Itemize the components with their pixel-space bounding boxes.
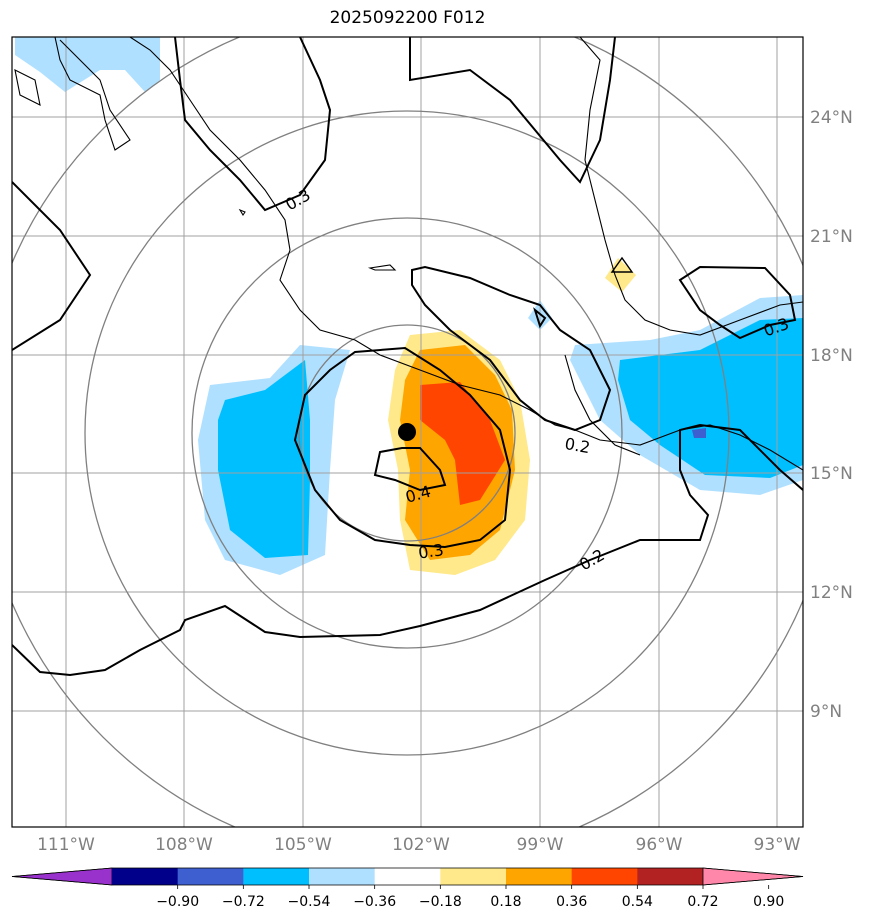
colorbar-outline [11, 867, 804, 886]
storm-center-marker [398, 423, 416, 441]
colorbar-tick-label: 0.90 [753, 894, 784, 910]
colorbar-segment [637, 868, 704, 885]
colorbar-tick-label: −0.18 [419, 894, 462, 910]
negative-anomaly-north [15, 37, 160, 92]
lat-label: 24°N [810, 108, 853, 128]
colorbar-extend-high [702, 867, 804, 886]
colorbar-segment [112, 868, 179, 885]
lon-label: 99°W [517, 835, 564, 855]
contour-0.2-ring [12, 181, 92, 351]
colorbar-segment [309, 868, 376, 885]
lat-label: 18°N [810, 346, 853, 366]
contour-0.2-main [12, 423, 803, 677]
contour-0.3-east [678, 265, 797, 340]
lon-label: 111°W [37, 835, 95, 855]
colorbar-tick-label: −0.90 [156, 894, 199, 910]
contours [12, 37, 803, 677]
colorbar-segment [243, 868, 310, 885]
contour-0.2-east-loop [411, 265, 612, 432]
lon-label: 102°W [392, 835, 450, 855]
negative-anomaly-west [198, 345, 350, 575]
colorbar-tick-label: 0.72 [687, 894, 718, 910]
map-area [12, 37, 803, 827]
contour-label: 0.2 [576, 545, 608, 574]
contour-0.4-inner [373, 447, 447, 492]
lat-label: 15°N [810, 464, 853, 484]
contour-label: 0.3 [417, 540, 445, 562]
colorbar-segment [506, 868, 573, 885]
map-title: 2025092200 F012 [329, 8, 486, 28]
colorbar-segment [571, 868, 638, 885]
colorbar-segment [374, 868, 441, 885]
lat-label: 21°N [810, 227, 853, 247]
lon-label: 105°W [274, 835, 332, 855]
colorbar-tick-label: 0.36 [556, 894, 587, 910]
colorbar-extend-low [11, 867, 113, 886]
graticule [12, 37, 803, 827]
colorbar-tick-label: −0.72 [222, 894, 265, 910]
map-frame [11, 36, 804, 828]
lat-label: 12°N [810, 583, 853, 603]
coastlines [14, 37, 803, 471]
colorbar-tick-label: −0.36 [353, 894, 396, 910]
contour-0.3-northwest [174, 37, 332, 212]
lat-label: 9°N [810, 702, 842, 722]
colorbar-tick-label: 0.18 [490, 894, 521, 910]
contour-label: 0.2 [563, 434, 591, 457]
longitude-labels: 111°W 108°W 105°W 102°W 99°W 96°W 93°W [37, 835, 801, 855]
lon-label: 93°W [754, 835, 801, 855]
range-rings [12, 37, 803, 827]
colorbar-tick-label: 0.54 [622, 894, 653, 910]
lon-label: 96°W [636, 835, 683, 855]
colorbar-segment [440, 868, 507, 885]
colorbar: −0.90 −0.72 −0.54 −0.36 −0.18 0.18 0.36 0.54 0.7… [11, 867, 804, 910]
colorbar-segment [177, 868, 244, 885]
contour-0.3-central [293, 346, 512, 549]
colorbar-tick-label: −0.54 [288, 894, 331, 910]
negative-anomaly-east [528, 295, 803, 495]
latitude-labels: 24°N 21°N 18°N 15°N 12°N 9°N [810, 108, 853, 722]
lon-label: 108°W [155, 835, 213, 855]
